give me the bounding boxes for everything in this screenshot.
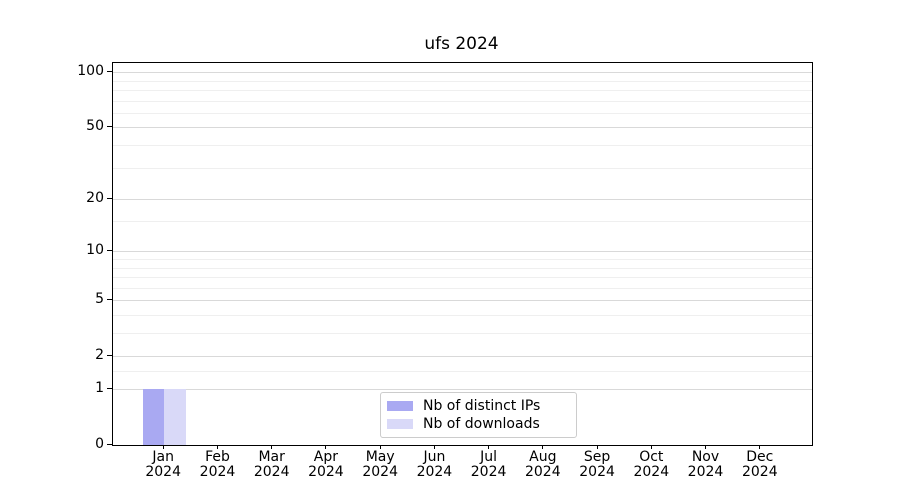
- x-tick-mark: [759, 445, 761, 449]
- y-tick-mark: [107, 388, 112, 389]
- x-tick-label: Jun 2024: [416, 449, 453, 480]
- y-tick-label: 1: [95, 380, 104, 396]
- x-tick-mark: [379, 445, 381, 449]
- y-tick-label: 0: [95, 436, 104, 452]
- y-tick-label: 20: [86, 190, 104, 206]
- x-tick-label: Jan 2024: [145, 449, 181, 480]
- x-tick-label: Oct 2024: [633, 449, 670, 480]
- x-tick-mark: [650, 445, 652, 449]
- x-tick-mark: [162, 445, 164, 449]
- legend-item-distinct-ips: Nb of distinct IPs: [387, 397, 568, 415]
- gridline-minor: [113, 100, 812, 102]
- bar-nb-of-distinct-ips-jan: [142, 389, 165, 445]
- gridline-minor: [113, 267, 812, 269]
- gridline-minor: [113, 287, 812, 289]
- gridline-minor: [113, 333, 812, 334]
- y-tick-mark: [107, 198, 112, 199]
- gridline-minor: [113, 314, 812, 316]
- x-tick-mark: [325, 445, 327, 449]
- gridline-minor: [113, 144, 812, 146]
- legend-swatch-downloads: [387, 419, 413, 429]
- x-tick-mark: [542, 445, 544, 449]
- x-tick-label: Sep 2024: [579, 449, 615, 480]
- x-tick-mark: [217, 445, 218, 449]
- y-tick-mark: [107, 250, 112, 252]
- y-tick-mark: [107, 444, 112, 445]
- gridline-minor: [113, 167, 812, 169]
- gridline-minor: [113, 258, 812, 260]
- legend-swatch-distinct-ips: [387, 401, 413, 411]
- x-tick-label: May 2024: [362, 449, 398, 480]
- gridline-minor: [113, 89, 812, 91]
- y-tick-label: 2: [95, 347, 104, 364]
- gridline-minor: [113, 221, 812, 222]
- gridline-major: [113, 199, 812, 200]
- y-tick-mark: [107, 126, 112, 128]
- x-tick-label: Dec 2024: [741, 449, 778, 480]
- x-tick-label: Apr 2024: [308, 449, 344, 480]
- legend: Nb of distinct IPs Nb of downloads: [380, 392, 577, 438]
- gridline-major: [113, 300, 812, 302]
- y-tick-mark: [107, 355, 112, 357]
- gridline-minor: [113, 80, 812, 82]
- plot-area: [112, 62, 813, 446]
- y-tick-mark: [107, 299, 112, 301]
- chart-title: ufs 2024: [424, 34, 499, 54]
- y-tick-label: 5: [95, 291, 104, 308]
- gridline-major: [113, 251, 812, 253]
- x-tick-mark: [433, 445, 435, 449]
- x-tick-mark: [705, 445, 706, 449]
- bar-nb-of-downloads-jan: [164, 389, 186, 445]
- gridline-major: [113, 389, 812, 390]
- x-tick-label: Feb 2024: [199, 449, 236, 480]
- y-tick-label: 50: [86, 118, 104, 135]
- gridline-minor: [113, 112, 812, 114]
- legend-label-downloads: Nb of downloads: [423, 416, 540, 432]
- x-tick-mark: [488, 445, 490, 449]
- gridline-minor: [113, 371, 812, 372]
- x-tick-label: Aug 2024: [524, 449, 561, 480]
- gridline-major: [113, 127, 812, 129]
- gridline-major: [113, 72, 812, 74]
- x-tick-mark: [271, 445, 273, 449]
- y-tick-label: 10: [86, 242, 104, 259]
- legend-label-distinct-ips: Nb of distinct IPs: [423, 398, 541, 414]
- gridline-major: [113, 356, 812, 358]
- x-tick-mark: [596, 445, 598, 449]
- y-tick-label: 100: [77, 63, 104, 80]
- x-tick-label: Mar 2024: [253, 449, 290, 480]
- x-tick-label: Jul 2024: [470, 449, 507, 480]
- y-tick-mark: [107, 71, 112, 73]
- legend-item-downloads: Nb of downloads: [387, 415, 568, 433]
- gridline-minor: [113, 277, 812, 278]
- x-tick-label: Nov 2024: [687, 449, 724, 480]
